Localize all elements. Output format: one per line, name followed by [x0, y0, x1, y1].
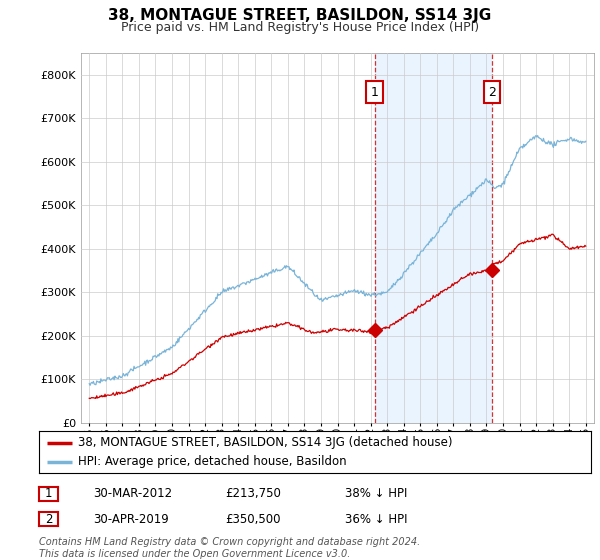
Text: 36% ↓ HPI: 36% ↓ HPI — [345, 512, 407, 526]
Bar — [375, 53, 492, 423]
Text: £350,500: £350,500 — [225, 512, 281, 526]
Text: 1: 1 — [371, 86, 379, 99]
Text: 2: 2 — [45, 512, 52, 526]
Text: 30-APR-2019: 30-APR-2019 — [93, 512, 169, 526]
Text: 30-MAR-2012: 30-MAR-2012 — [93, 487, 172, 501]
Text: Price paid vs. HM Land Registry's House Price Index (HPI): Price paid vs. HM Land Registry's House … — [121, 21, 479, 34]
Text: 38, MONTAGUE STREET, BASILDON, SS14 3JG (detached house): 38, MONTAGUE STREET, BASILDON, SS14 3JG … — [77, 436, 452, 449]
Text: £213,750: £213,750 — [225, 487, 281, 501]
Text: Contains HM Land Registry data © Crown copyright and database right 2024.
This d: Contains HM Land Registry data © Crown c… — [39, 537, 420, 559]
Text: 38% ↓ HPI: 38% ↓ HPI — [345, 487, 407, 501]
Text: 1: 1 — [45, 487, 52, 501]
Text: 38, MONTAGUE STREET, BASILDON, SS14 3JG: 38, MONTAGUE STREET, BASILDON, SS14 3JG — [109, 8, 491, 24]
Text: HPI: Average price, detached house, Basildon: HPI: Average price, detached house, Basi… — [77, 455, 346, 468]
Text: 2: 2 — [488, 86, 496, 99]
